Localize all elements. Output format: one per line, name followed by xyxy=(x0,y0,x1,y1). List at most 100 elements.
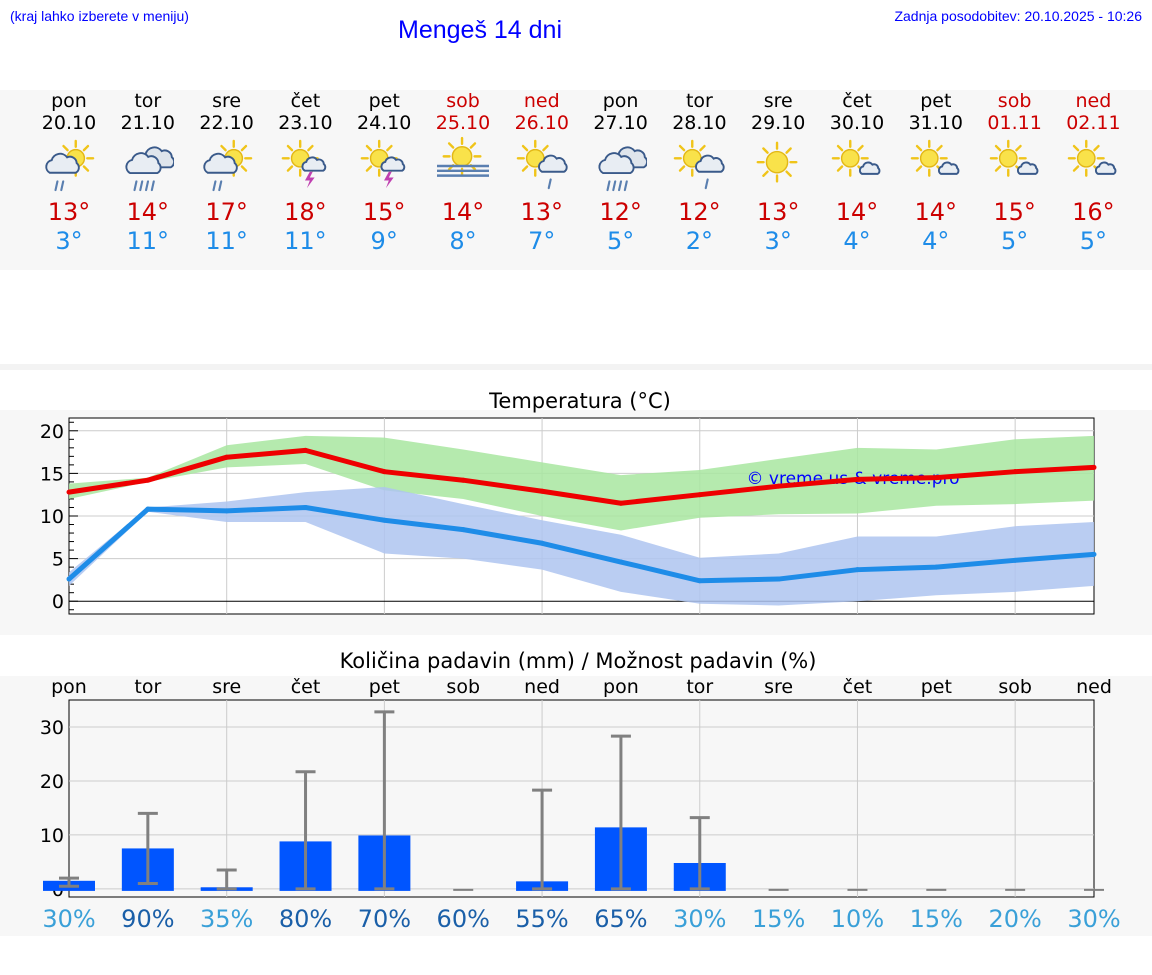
x-category-label: ned xyxy=(1076,676,1112,698)
band-max xyxy=(69,435,1094,531)
precip-probability: 80% xyxy=(279,905,332,933)
precip-probability: 60% xyxy=(437,905,490,933)
rain-drops xyxy=(133,180,155,192)
day-date: 21.10 xyxy=(120,112,175,134)
day-name: pon xyxy=(602,90,639,112)
cloud-shape xyxy=(301,156,327,172)
point-max xyxy=(933,475,939,481)
day-date: 24.10 xyxy=(356,112,412,134)
cloud-shape xyxy=(202,152,238,174)
temp-min: 5° xyxy=(1000,227,1029,255)
weather-icon xyxy=(1068,139,1117,177)
point-min xyxy=(1091,551,1097,557)
temp-max: 13° xyxy=(756,198,800,226)
day-name: tor xyxy=(134,90,162,112)
weather-icon xyxy=(674,139,726,190)
day-date: 30.10 xyxy=(829,112,885,134)
cloud-shape xyxy=(380,156,406,172)
sun-rays xyxy=(756,141,798,183)
point-max xyxy=(66,489,72,495)
sun-small-cloud-icon xyxy=(1068,139,1117,177)
temp-max: 14° xyxy=(835,198,879,226)
precip-probability: 15% xyxy=(910,905,963,933)
point-max xyxy=(1012,469,1018,475)
point-min xyxy=(145,506,151,512)
sun-disc xyxy=(919,148,939,168)
precip-probability: 15% xyxy=(752,905,805,933)
point-min xyxy=(697,578,703,584)
error-bar xyxy=(59,876,79,888)
rain-drops xyxy=(606,180,628,192)
point-min xyxy=(933,564,939,570)
sun-small-cloud-icon xyxy=(831,139,881,177)
cloud-shape xyxy=(937,161,960,175)
day-date: 27.10 xyxy=(593,112,648,134)
fog-lines xyxy=(437,164,489,177)
sun-small-cloud-icon xyxy=(989,139,1039,177)
weather-icon xyxy=(989,139,1039,177)
x-category-label: tor xyxy=(686,676,713,698)
precip-probability: 10% xyxy=(831,905,884,933)
y-tick-label: 15 xyxy=(40,463,64,485)
temp-min: 4° xyxy=(922,227,950,255)
temp-min: 7° xyxy=(528,227,556,255)
error-bar xyxy=(295,770,316,891)
sun-small-cloud-icon xyxy=(910,139,960,177)
cloud-shape xyxy=(695,154,726,173)
cloud-shape xyxy=(537,154,568,173)
temp-max: 14° xyxy=(126,198,170,226)
precipitation-chart: Količina padavin (mm) / Možnost padavin … xyxy=(40,649,1121,933)
day-date: 25.10 xyxy=(435,112,491,134)
cloud-shape xyxy=(1095,161,1117,175)
point-max xyxy=(145,477,151,483)
y-tick-label: 20 xyxy=(40,771,64,793)
x-category-label: ned xyxy=(524,676,560,698)
error-bar xyxy=(374,710,395,891)
menu-hint: (kraj lahko izberete v meniju) xyxy=(10,8,189,24)
precip-probability: 30% xyxy=(673,905,726,933)
precip-probability: 55% xyxy=(515,905,568,933)
x-category-label: čet xyxy=(291,676,321,698)
forecast-band xyxy=(0,90,1152,270)
lightning-bolt xyxy=(305,171,316,189)
x-category-label: sob xyxy=(998,676,1032,698)
day-name: sre xyxy=(212,90,242,112)
weather-icon xyxy=(756,141,798,183)
day-name: ned xyxy=(523,90,560,112)
temp-min: 5° xyxy=(606,227,635,255)
precip-probability: 65% xyxy=(594,905,647,933)
sun-disc xyxy=(451,146,473,167)
sun-thunderstorm-icon xyxy=(360,139,406,189)
temp-max: 14° xyxy=(441,198,485,226)
temp-min: 11° xyxy=(126,227,170,255)
day-name: pon xyxy=(51,90,87,112)
point-max xyxy=(1091,464,1097,470)
day-date: 22.10 xyxy=(199,112,254,134)
point-max xyxy=(460,477,466,483)
sun-cloud-drizzle-icon xyxy=(674,139,726,190)
y-tick-label: 10 xyxy=(40,506,64,528)
temp-min: 2° xyxy=(685,227,714,255)
point-max xyxy=(618,500,624,506)
chart-title: Količina padavin (mm) / Možnost padavin … xyxy=(340,649,817,673)
weather-icon xyxy=(282,139,327,189)
sun-cloud-rain-icon xyxy=(202,139,252,192)
day-date: 01.11 xyxy=(987,112,1042,134)
temp-min: 3° xyxy=(55,227,83,255)
temp-min: 4° xyxy=(843,227,871,255)
day-date: 20.10 xyxy=(41,112,97,134)
day-name: sob xyxy=(446,90,480,112)
x-category-label: pon xyxy=(603,676,639,698)
sun-rays xyxy=(831,139,869,177)
x-category-label: sre xyxy=(764,676,793,698)
point-min xyxy=(539,540,545,546)
lightning-bolt xyxy=(384,171,394,189)
rain-drops xyxy=(547,178,552,190)
weather-icon xyxy=(437,136,489,177)
weather-icon xyxy=(360,139,406,189)
temp-min: 5° xyxy=(1079,227,1108,255)
precip-probability: 35% xyxy=(200,905,253,933)
temp-max: 13° xyxy=(520,198,564,226)
point-max xyxy=(697,492,703,498)
day-name: pet xyxy=(368,90,400,112)
